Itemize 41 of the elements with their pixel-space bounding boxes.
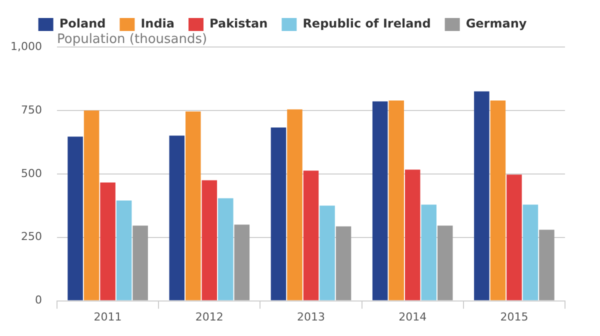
bar [320, 206, 335, 300]
y-tick-label: 500 [21, 166, 42, 180]
legend-label: Pakistan [210, 16, 268, 31]
legend-label: Republic of Ireland [302, 16, 431, 31]
x-tick-label: 2015 [500, 310, 528, 324]
x-tick-label: 2013 [297, 310, 325, 324]
bar [490, 100, 506, 300]
bar [234, 224, 250, 300]
legend-label: Poland [59, 16, 106, 31]
bar [336, 226, 352, 300]
bar [218, 198, 234, 300]
bar [372, 101, 388, 300]
bar [68, 136, 83, 300]
x-tick-label: 2012 [195, 310, 224, 324]
y-tick-label: 0 [35, 294, 42, 307]
bar [186, 111, 201, 300]
bar [132, 226, 148, 300]
legend-label: Germany [466, 16, 527, 31]
bar [404, 170, 420, 300]
y-tick-label: 1,000 [10, 40, 42, 53]
bar [116, 200, 132, 300]
bar [84, 110, 100, 300]
bar [270, 127, 286, 300]
bar [539, 230, 554, 300]
bar [421, 204, 436, 300]
bar [522, 204, 538, 300]
y-axis-title: Population (thousands) [57, 32, 208, 47]
bar [388, 100, 404, 300]
x-tick-label: 2014 [398, 310, 427, 324]
bar [474, 91, 490, 300]
bar [437, 226, 453, 300]
legend-label: India [140, 16, 175, 31]
x-tick-label: 2011 [94, 310, 122, 324]
bar [169, 136, 185, 300]
bar [287, 109, 302, 300]
bar [100, 182, 116, 300]
bar [506, 174, 522, 300]
y-tick-label: 250 [21, 230, 42, 244]
bar [303, 170, 319, 300]
bar [202, 180, 218, 300]
y-tick-label: 750 [21, 103, 42, 116]
